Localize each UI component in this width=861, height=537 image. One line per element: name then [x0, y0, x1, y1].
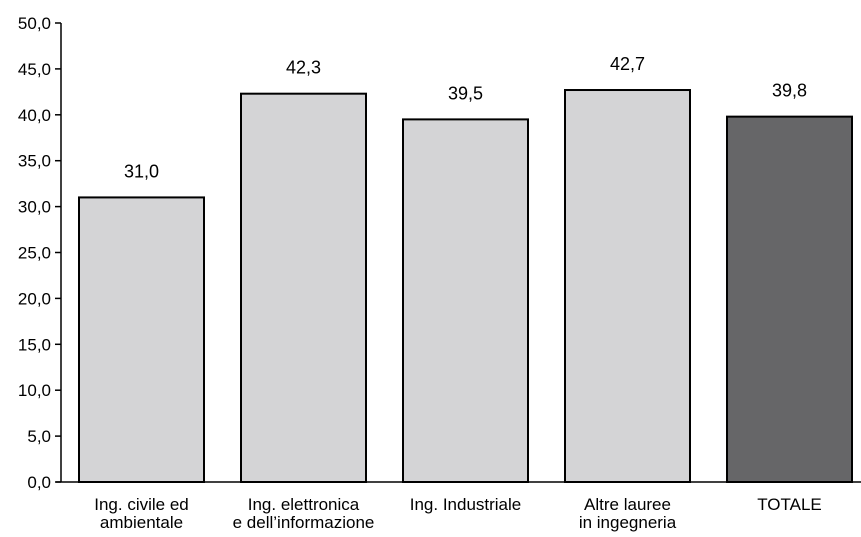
y-tick-label: 40,0 [18, 106, 51, 125]
x-category-label: TOTALE [757, 495, 822, 514]
y-tick-label: 35,0 [18, 152, 51, 171]
x-category-label: Ing. elettronica e dell’informazione [233, 495, 375, 532]
bar [78, 196, 205, 483]
bar [726, 115, 853, 484]
y-tick-label: 50,0 [18, 14, 51, 33]
y-tick-label: 0,0 [27, 473, 51, 492]
axes: 0,0 5,0 10,0 15,0 20,0 25,0 30,0 35,0 40,0 45,0 50… [18, 14, 861, 492]
labels: 31,0 Ing. civile ed ambientale 42,3 Ing. ele… [94, 54, 822, 532]
y-tick-label: 10,0 [18, 381, 51, 400]
y-tick-label: 45,0 [18, 60, 51, 79]
data-label: 39,5 [448, 83, 483, 103]
x-category-label: Ing. civile ed ambientale [94, 495, 189, 532]
bars [78, 89, 853, 484]
y-tick-label: 25,0 [18, 244, 51, 263]
y-tick-label: 15,0 [18, 335, 51, 354]
y-tick-label: 20,0 [18, 289, 51, 308]
data-label: 31,0 [124, 161, 159, 181]
x-category-label: Altre lauree in ingegneria [579, 495, 677, 532]
data-label: 42,3 [286, 58, 321, 78]
data-label: 42,7 [610, 54, 645, 74]
y-tick-label: 5,0 [27, 427, 51, 446]
x-category-label: Ing. Industriale [410, 495, 522, 514]
bar [402, 118, 529, 483]
y-tick-label: 30,0 [18, 198, 51, 217]
bar [240, 92, 367, 483]
data-label: 39,8 [772, 81, 807, 101]
bar [564, 89, 691, 483]
